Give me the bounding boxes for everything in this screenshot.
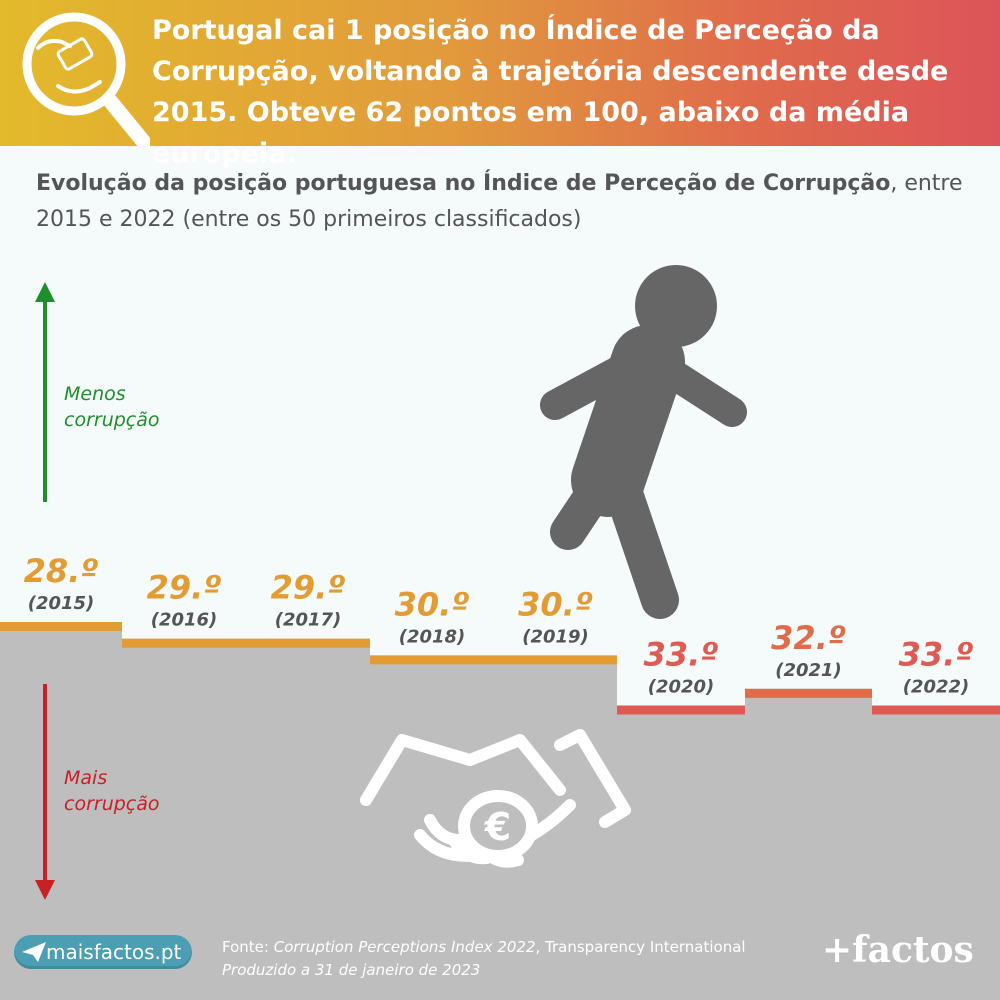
source-suffix: , Transparency International bbox=[535, 938, 746, 956]
subtitle-rest: , entre 2015 e 2022 (entre os 50 primeir… bbox=[36, 171, 963, 232]
source-title: Corruption Perceptions Index 2022 bbox=[273, 938, 536, 956]
rank-label: 30.º bbox=[395, 585, 470, 623]
rank-bar bbox=[745, 688, 872, 698]
subtitle-bold: Evolução da posição portuguesa no Índice… bbox=[36, 171, 891, 196]
source-prefix: Fonte: bbox=[222, 938, 274, 956]
rank-label: 28.º bbox=[24, 552, 99, 590]
paper-plane-icon bbox=[22, 942, 46, 962]
rank-label: 33.º bbox=[644, 636, 719, 674]
rank-bar bbox=[370, 655, 494, 665]
chart-subtitle: Evolução da posição portuguesa no Índice… bbox=[36, 166, 976, 238]
year-label: (2019) bbox=[522, 626, 589, 647]
down-arrow-icon bbox=[35, 684, 55, 900]
source-note: Fonte: Corruption Perceptions Index 2022… bbox=[222, 936, 746, 982]
brand-logo: +factos bbox=[822, 929, 974, 971]
svg-text:€: € bbox=[484, 805, 511, 849]
year-label: (2018) bbox=[399, 626, 466, 647]
rank-bar bbox=[617, 705, 745, 715]
headline: Portugal cai 1 posição no Índice de Perc… bbox=[152, 15, 949, 169]
rank-bar bbox=[122, 638, 246, 648]
year-label: (2020) bbox=[648, 677, 715, 698]
rank-label: 33.º bbox=[899, 636, 974, 674]
rank-label: 30.º bbox=[518, 585, 593, 623]
handshake-euro-icon: € bbox=[360, 729, 631, 868]
more-corruption-label: Mais corrupção bbox=[64, 767, 160, 815]
rank-bar bbox=[246, 638, 370, 648]
rank-label: 29.º bbox=[271, 569, 346, 607]
corruption-magnifier-icon bbox=[22, 12, 150, 146]
walking-person-icon bbox=[540, 265, 747, 619]
year-label: (2015) bbox=[28, 593, 95, 614]
rank-label: 32.º bbox=[771, 619, 846, 657]
ground-step bbox=[617, 705, 745, 1000]
ground-step bbox=[246, 638, 370, 1000]
header-banner: Portugal cai 1 posição no Índice de Perc… bbox=[0, 0, 1000, 169]
ground-step bbox=[872, 705, 1000, 1000]
rank-bar bbox=[872, 705, 1000, 715]
up-arrow-icon bbox=[35, 282, 55, 502]
rank-bar bbox=[0, 622, 122, 631]
rank-bar bbox=[494, 655, 617, 665]
year-label: (2017) bbox=[275, 610, 342, 631]
year-label: (2016) bbox=[151, 610, 218, 631]
less-corruption-label: Menos corrupção bbox=[64, 383, 160, 431]
year-label: (2022) bbox=[903, 677, 970, 698]
ground-step bbox=[745, 688, 872, 1000]
website-label[interactable]: maisfactos.pt bbox=[46, 940, 182, 964]
rank-label: 29.º bbox=[147, 569, 222, 607]
year-label: (2021) bbox=[775, 660, 842, 681]
produced-date: Produzido a 31 de janeiro de 2023 bbox=[222, 961, 481, 979]
website-link[interactable] bbox=[14, 935, 192, 969]
